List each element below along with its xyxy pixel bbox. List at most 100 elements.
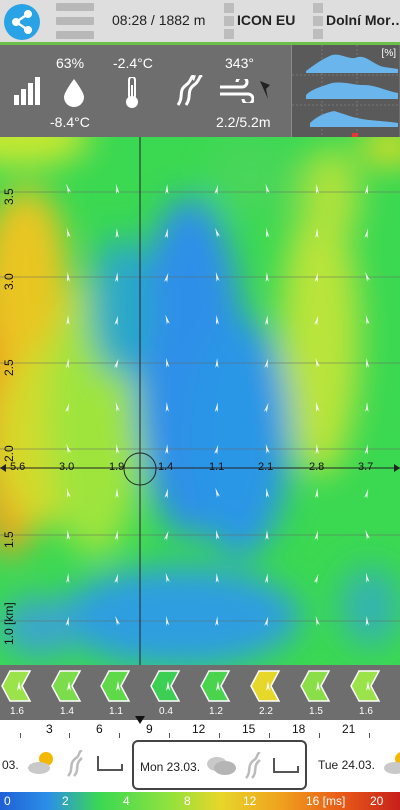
altitude-label: 3.5: [2, 188, 16, 205]
wind-barb-icon: [364, 444, 368, 455]
hour-ruler[interactable]: 3 6 9 12 15 18 21: [0, 716, 400, 738]
wind-barb-icon: [265, 530, 269, 540]
wind-barb-icon: [315, 183, 320, 194]
row-value: 2.1: [258, 461, 274, 473]
wind-value: 1.6: [10, 706, 24, 717]
wind-cell[interactable]: 1.6: [349, 669, 383, 717]
day-prev[interactable]: 03.: [0, 738, 128, 792]
wind-cell[interactable]: 2.2: [249, 669, 283, 717]
wind-barb-icon: [264, 616, 269, 627]
row-value: 5.6: [10, 461, 26, 473]
altitude-label: 2.5: [2, 359, 16, 376]
wind-barb-icon: [315, 443, 319, 454]
location-selector[interactable]: Dolní Mor…: [326, 12, 400, 28]
location-checkbox-icon[interactable]: [313, 3, 323, 13]
wind-chevron-icon: [250, 670, 281, 702]
wind-cell[interactable]: 1.5: [299, 669, 333, 717]
topbar-divider: [0, 42, 400, 45]
wind-barb-icon: [66, 315, 70, 326]
wind-barb-icon: [65, 616, 69, 627]
wind-barb-icon: [164, 272, 169, 283]
wind-barb-icon: [114, 573, 119, 584]
ground-level-icon: [273, 758, 299, 773]
signal-bars-icon: [14, 77, 40, 105]
wind-barb-icon: [264, 573, 268, 584]
ground-level-icon: [97, 756, 123, 771]
altitude-label: 3.0: [2, 273, 16, 290]
location-checkbox-icon[interactable]: [313, 16, 323, 26]
wind-barb-icon: [314, 530, 318, 541]
wind-barb-icon: [116, 443, 120, 454]
wind-row: 1.6 1.4 1.1 0.4 1.2 2.2 1.5 1.6: [0, 665, 400, 720]
wind-value: 1.6: [359, 706, 373, 717]
model-checkbox-icon[interactable]: [224, 16, 234, 26]
wind-chevron-icon: [51, 670, 82, 702]
wind-arrow-icon: [260, 81, 270, 99]
wind-value: 1.5: [309, 706, 323, 717]
wind-barb-icon: [313, 573, 319, 584]
wind-barb-icon: [165, 184, 169, 195]
wind-barb-icon: [364, 488, 369, 499]
thermometer-icon: [126, 77, 138, 108]
menu-icon[interactable]: [56, 3, 94, 39]
wind-value: 1.1: [109, 706, 123, 717]
thermal-icon: [176, 75, 203, 106]
wind-barb-icon: [66, 183, 72, 194]
wind-barb-icon: [114, 272, 119, 283]
wind-value: 1.2: [209, 706, 223, 717]
day-label: 03.: [2, 758, 19, 772]
legend-label: 0: [4, 794, 11, 808]
wind-barb-icon: [215, 572, 219, 583]
dew-point-value: -8.4°C: [50, 114, 90, 130]
wind-barb-icon: [66, 443, 71, 454]
wind-barb-icon: [365, 271, 371, 282]
wind-barb-icon: [315, 357, 320, 368]
temperature-value: -2.4°C: [113, 55, 153, 71]
wind-barb-icon: [366, 572, 370, 583]
hour-label: 12: [192, 722, 206, 736]
wind-barb-icon: [114, 530, 118, 541]
wind-barb-icon: [115, 227, 119, 238]
wind-barb-icon: [315, 488, 319, 499]
legend-label: 12: [243, 794, 257, 808]
model-checkbox-icon[interactable]: [224, 3, 234, 13]
wind-barb-icon: [66, 573, 70, 584]
wind-barb-icon: [265, 443, 270, 454]
wind-barb-icon: [215, 487, 220, 498]
wind-barb-icon: [316, 401, 320, 412]
legend-gradient: [0, 792, 400, 810]
share-button[interactable]: [4, 4, 40, 40]
wind-barb-icon: [163, 530, 169, 541]
wind-cell[interactable]: 1.2: [199, 669, 233, 717]
wind-chevron-icon: [1, 670, 32, 702]
wind-cell[interactable]: 0.4: [149, 669, 183, 717]
wind-icon: [220, 79, 254, 103]
humidity-value: 63%: [56, 55, 85, 71]
wind-chevron-icon: [150, 670, 181, 702]
wind-chevron-icon: [100, 670, 131, 702]
wind-cell[interactable]: 1.1: [99, 669, 133, 717]
wind-barb-icon: [365, 615, 369, 626]
wind-direction-value: 343°: [225, 55, 254, 71]
wind-barb-icon: [115, 615, 121, 626]
wind-barb-icon: [215, 271, 220, 282]
wind-cell[interactable]: 1.6: [0, 669, 34, 717]
mini-profile-chart[interactable]: [%]: [291, 45, 400, 137]
vertical-profile-map[interactable]: 3.5 3.0 2.5 2.0 1.5 1.0 [km] 5.6 3.0 1.9…: [0, 137, 400, 665]
model-selector[interactable]: ICON EU: [237, 12, 296, 28]
wind-barb-icon: [315, 228, 319, 239]
location-checkbox-icon[interactable]: [313, 29, 323, 39]
row-value: 3.0: [59, 461, 75, 473]
wind-barb-icon: [66, 227, 71, 238]
color-legend: 0 2 4 8 12 16 [ms] 20: [0, 792, 400, 810]
day-next[interactable]: Tue 24.03.: [312, 738, 400, 792]
model-checkbox-icon[interactable]: [224, 29, 234, 39]
day-current[interactable]: Mon 23.03.: [132, 740, 307, 790]
row-value: 1.9: [109, 461, 125, 473]
wind-cell[interactable]: 1.4: [50, 669, 84, 717]
wind-barb-icon: [364, 228, 369, 239]
wind-chevron-icon: [200, 670, 231, 702]
wind-value: 1.4: [60, 706, 74, 717]
wind-barb-icon: [65, 358, 69, 369]
